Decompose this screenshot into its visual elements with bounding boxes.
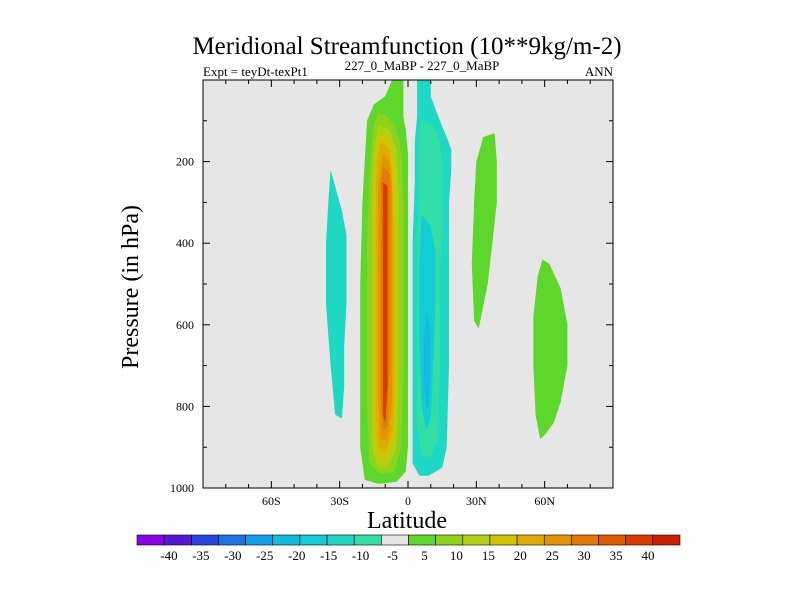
colorbar-swatch — [245, 534, 274, 546]
colorbar-label: -35 — [192, 548, 209, 563]
colorbar-label: -30 — [224, 548, 241, 563]
colorbar-label: 5 — [421, 548, 428, 563]
contour-layer — [326, 80, 568, 484]
contour-region-12 — [423, 308, 431, 411]
colorbar-swatch — [489, 534, 518, 546]
contour-region-14 — [533, 259, 568, 439]
axis-ticks: 60S 30S 0 30N 60N 200 400 600 800 1000 — [170, 80, 614, 508]
colorbar-label: -10 — [352, 548, 369, 563]
colorbar-swatch — [598, 534, 626, 546]
colorbar-swatch — [625, 534, 654, 546]
colorbar: -40 -35 -30 -25 -20 -15 -10 -5 5 10 15 20 25 30 35 40 — [136, 534, 681, 563]
y-tick-label: 1000 — [170, 481, 194, 495]
y-tick-label: 800 — [176, 399, 194, 413]
contour-region-13 — [471, 133, 497, 329]
colorbar-swatch — [571, 534, 599, 546]
y-axis-label: Pressure (in hPa) — [118, 205, 144, 369]
colorbar-label: -15 — [320, 548, 337, 563]
colorbar-label: 30 — [578, 548, 591, 563]
x-tick-label: 60S — [262, 494, 281, 508]
x-tick-label: 30N — [466, 494, 487, 508]
period-label: 227_0_MaBP - 227_0_MaBP — [345, 58, 500, 73]
colorbar-label: 20 — [514, 548, 527, 563]
colorbar-swatch — [272, 534, 301, 546]
colorbar-swatch — [326, 534, 355, 546]
x-tick-label: 30S — [330, 494, 349, 508]
colorbar-label: 15 — [482, 548, 495, 563]
y-tick-label: 200 — [176, 155, 194, 169]
colorbar-label: 35 — [610, 548, 623, 563]
y-tick-label: 400 — [176, 236, 194, 250]
experiment-label: Expt = teyDt-texPt1 — [203, 64, 308, 79]
colorbar-swatch — [408, 534, 436, 546]
colorbar-swatch — [136, 534, 165, 546]
colorbar-swatch — [652, 534, 681, 546]
colorbar-swatch — [462, 534, 491, 546]
x-tick-label: 60N — [534, 494, 555, 508]
colorbar-label: -5 — [387, 548, 398, 563]
colorbar-swatch — [299, 534, 328, 546]
colorbar-swatch — [543, 534, 572, 546]
colorbar-label: -25 — [256, 548, 273, 563]
colorbar-swatch — [516, 534, 545, 546]
colorbar-label: 10 — [450, 548, 463, 563]
colorbar-label: 25 — [546, 548, 559, 563]
colorbar-swatch — [435, 534, 464, 546]
contour-region-8 — [382, 182, 388, 423]
colorbar-swatch — [218, 534, 246, 546]
x-axis-label: Latitude — [367, 508, 447, 534]
season-label: ANN — [585, 64, 614, 79]
colorbar-label: 40 — [642, 548, 655, 563]
colorbar-label: -40 — [160, 548, 177, 563]
colorbar-swatch — [191, 534, 219, 546]
colorbar-swatch — [353, 534, 382, 546]
chart-title: Meridional Streamfunction (10**9kg/m-2) — [192, 33, 621, 60]
colorbar-swatch — [381, 534, 409, 546]
x-tick-label: 0 — [405, 494, 411, 508]
colorbar-swatch — [163, 534, 192, 546]
contour-region-0 — [326, 169, 347, 419]
y-tick-label: 600 — [176, 318, 194, 332]
colorbar-label: -20 — [288, 548, 305, 563]
